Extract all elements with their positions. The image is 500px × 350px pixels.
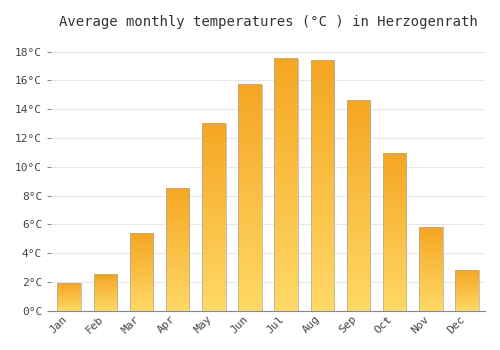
- Bar: [310, 60, 334, 311]
- Bar: [130, 233, 153, 311]
- Bar: [274, 59, 298, 311]
- Bar: [202, 124, 226, 311]
- Title: Average monthly temperatures (°C ) in Herzogenrath: Average monthly temperatures (°C ) in He…: [58, 15, 478, 29]
- Bar: [166, 188, 190, 311]
- Bar: [346, 100, 370, 311]
- Bar: [94, 275, 117, 311]
- Bar: [238, 85, 262, 311]
- Bar: [455, 271, 478, 311]
- Bar: [383, 154, 406, 311]
- Bar: [419, 227, 442, 311]
- Bar: [58, 284, 81, 311]
